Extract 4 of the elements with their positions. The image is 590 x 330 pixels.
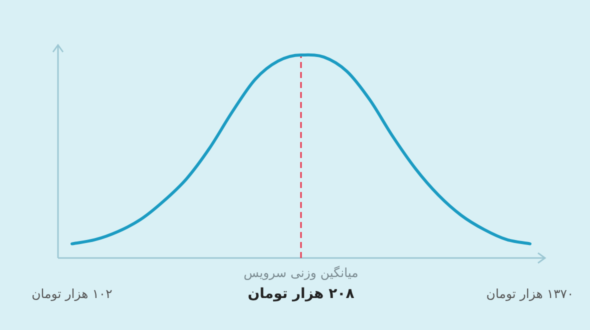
x-tick-label: ۱۳۷۰ هزار تومان <box>486 286 574 302</box>
x-tick-label: ۲۰۸ هزار تومان <box>248 286 355 302</box>
x-tick-label: ۱۰۲ هزار تومان <box>32 286 113 302</box>
ref-line-label: میانگین وزنی سرویس <box>244 265 358 281</box>
